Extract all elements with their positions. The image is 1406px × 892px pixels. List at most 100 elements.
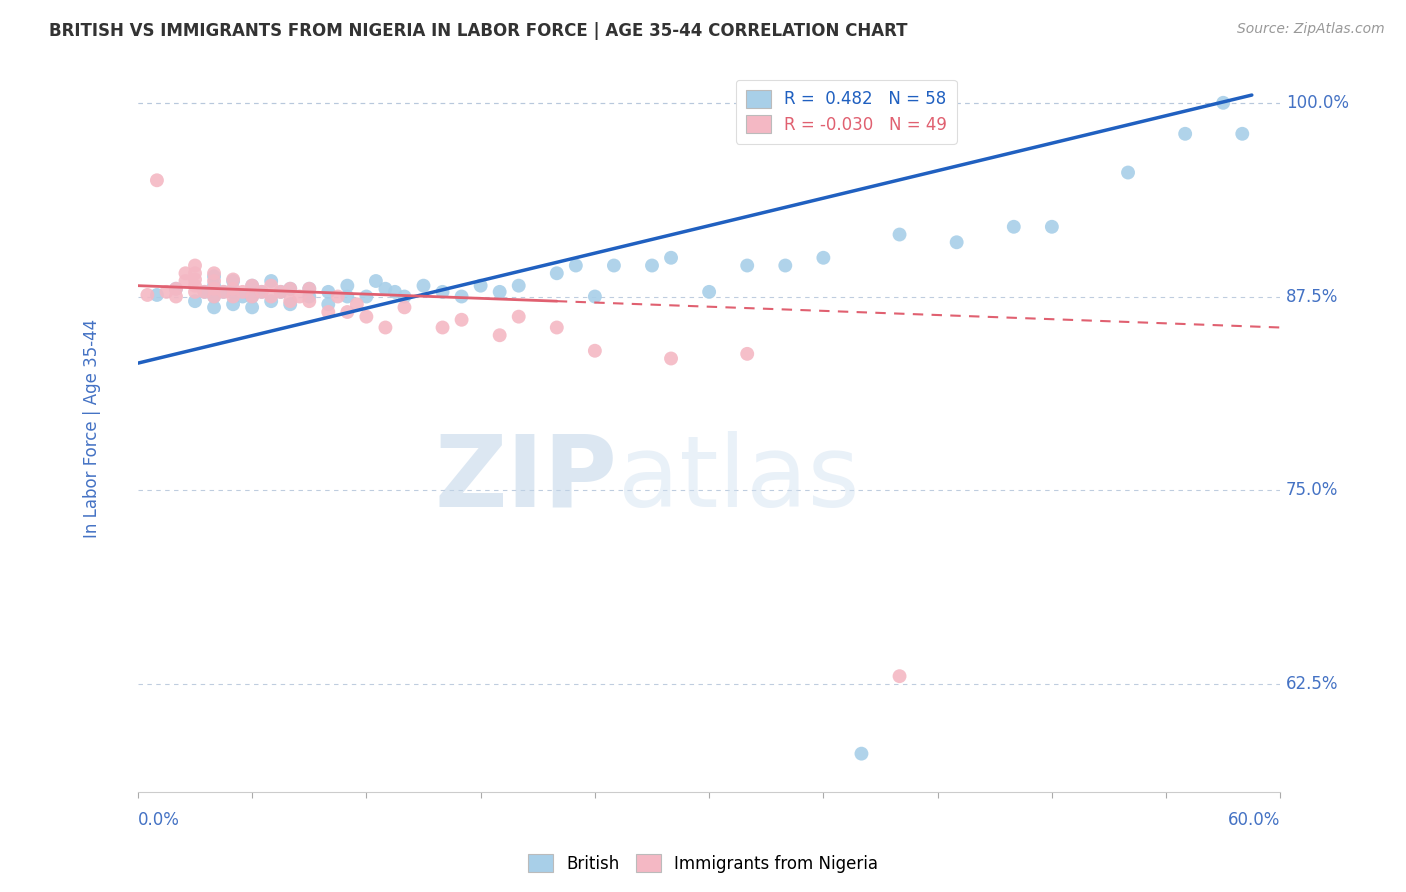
Point: [174, 266, 197, 280]
Point: [450, 312, 472, 326]
Point: [184, 272, 207, 286]
Point: [508, 310, 530, 324]
Point: [374, 320, 396, 334]
Point: [336, 278, 359, 293]
Text: BRITISH VS IMMIGRANTS FROM NIGERIA IN LABOR FORCE | AGE 35-44 CORRELATION CHART: BRITISH VS IMMIGRANTS FROM NIGERIA IN LA…: [49, 22, 908, 40]
Point: [316, 297, 339, 311]
Point: [1212, 95, 1234, 110]
Point: [193, 285, 215, 299]
Point: [184, 285, 207, 299]
Text: ZIP: ZIP: [434, 431, 617, 528]
Point: [775, 259, 797, 273]
Text: 60.0%: 60.0%: [1227, 811, 1281, 829]
Point: [174, 274, 197, 288]
Point: [641, 259, 664, 273]
Point: [316, 305, 339, 319]
Point: [232, 285, 254, 299]
Point: [202, 289, 225, 303]
Point: [250, 285, 273, 299]
Point: [155, 285, 177, 299]
Point: [212, 285, 235, 299]
Point: [260, 294, 283, 309]
Point: [270, 285, 292, 299]
Point: [735, 259, 758, 273]
Point: [240, 278, 263, 293]
Point: [240, 278, 263, 293]
Point: [184, 266, 207, 280]
Point: [184, 259, 207, 273]
Point: [316, 285, 339, 299]
Point: [470, 278, 492, 293]
Point: [298, 282, 321, 296]
Point: [222, 285, 245, 299]
Text: atlas: atlas: [617, 431, 859, 528]
Point: [356, 310, 378, 324]
Point: [202, 266, 225, 280]
Point: [889, 227, 911, 242]
Point: [202, 274, 225, 288]
Point: [270, 285, 292, 299]
Point: [193, 285, 215, 299]
Point: [735, 347, 758, 361]
Text: In Labor Force | Age 35-44: In Labor Force | Age 35-44: [83, 318, 101, 538]
Point: [583, 343, 606, 358]
Point: [184, 278, 207, 293]
Point: [813, 251, 835, 265]
Point: [184, 294, 207, 309]
Point: [165, 282, 187, 296]
Point: [394, 301, 416, 315]
Point: [384, 285, 406, 299]
Point: [278, 282, 301, 296]
Point: [488, 285, 510, 299]
Point: [374, 282, 396, 296]
Text: 0.0%: 0.0%: [138, 811, 180, 829]
Point: [278, 294, 301, 309]
Point: [336, 305, 359, 319]
Point: [260, 278, 283, 293]
Point: [232, 289, 254, 303]
Point: [240, 289, 263, 303]
Point: [1232, 127, 1254, 141]
Point: [298, 294, 321, 309]
Point: [851, 747, 873, 761]
Point: [260, 289, 283, 303]
Point: [1116, 165, 1139, 179]
Point: [222, 282, 245, 296]
Point: [298, 282, 321, 296]
Point: [412, 278, 434, 293]
Point: [432, 320, 454, 334]
Point: [202, 278, 225, 293]
Point: [346, 297, 368, 311]
Text: 62.5%: 62.5%: [1286, 675, 1339, 693]
Point: [659, 351, 682, 366]
Point: [202, 289, 225, 303]
Text: 75.0%: 75.0%: [1286, 481, 1339, 500]
Point: [222, 272, 245, 286]
Point: [450, 289, 472, 303]
Point: [356, 289, 378, 303]
Point: [202, 269, 225, 284]
Point: [394, 289, 416, 303]
Point: [222, 297, 245, 311]
Point: [240, 301, 263, 315]
Point: [889, 669, 911, 683]
Point: [146, 288, 169, 302]
Point: [1174, 127, 1197, 141]
Point: [250, 285, 273, 299]
Point: [488, 328, 510, 343]
Point: [508, 278, 530, 293]
Point: [659, 251, 682, 265]
Point: [165, 282, 187, 296]
Point: [546, 320, 568, 334]
Legend: R =  0.482   N = 58, R = -0.030   N = 49: R = 0.482 N = 58, R = -0.030 N = 49: [735, 79, 957, 144]
Point: [583, 289, 606, 303]
Point: [278, 297, 301, 311]
Point: [202, 282, 225, 296]
Text: 100.0%: 100.0%: [1286, 94, 1350, 112]
Text: Source: ZipAtlas.com: Source: ZipAtlas.com: [1237, 22, 1385, 37]
Point: [222, 274, 245, 288]
Point: [288, 289, 311, 303]
Point: [336, 289, 359, 303]
Point: [146, 173, 169, 187]
Point: [202, 301, 225, 315]
